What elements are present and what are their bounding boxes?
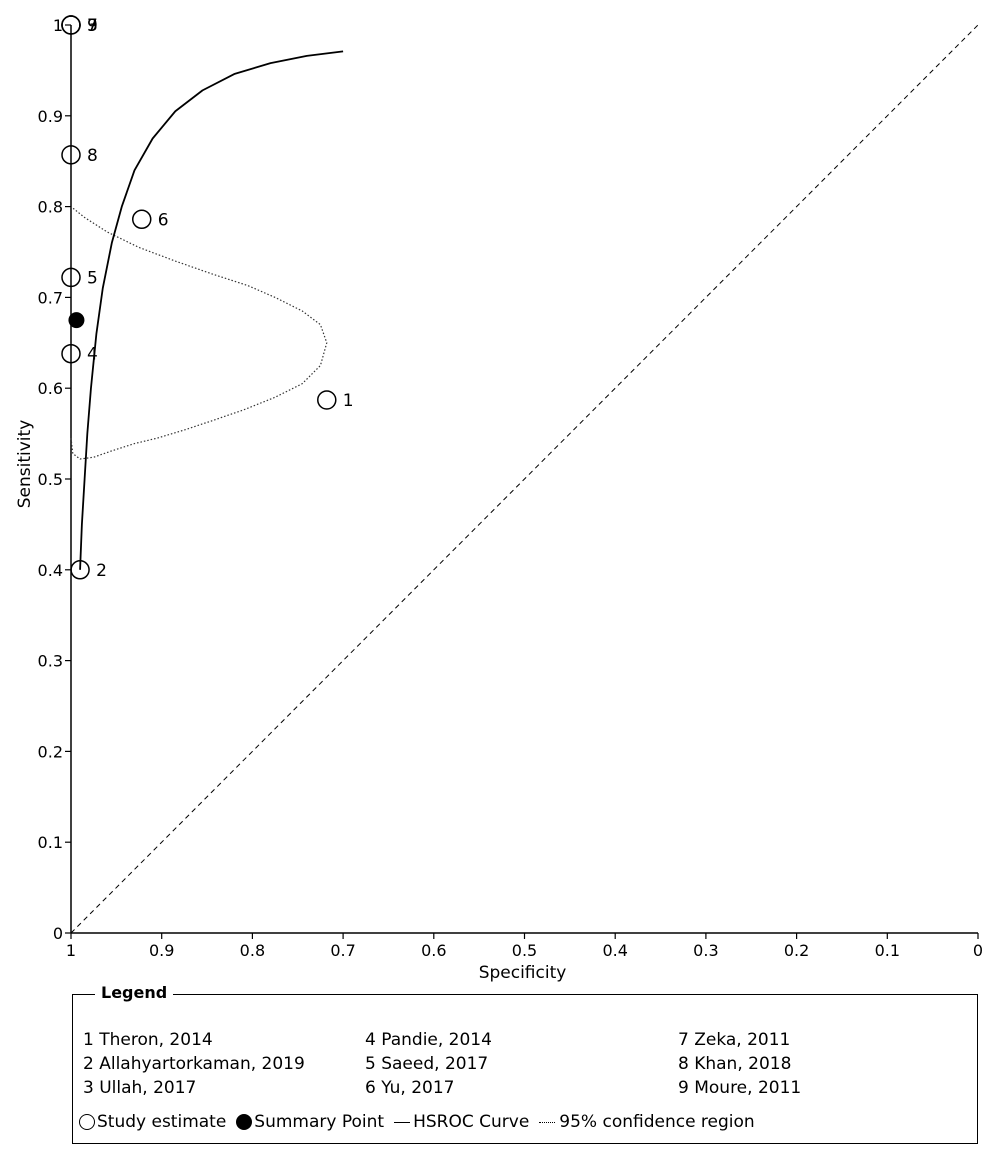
study-point [70, 560, 90, 580]
legend-entry: 7 Zeka, 2011 [678, 1030, 791, 1050]
x-tick-label: 0.3 [693, 941, 718, 960]
key-hsroc-curve: HSROC Curve [384, 1112, 529, 1132]
legend-entry: 3 Ullah, 2017 [83, 1078, 197, 1098]
study-point-label: 6 [158, 210, 169, 230]
legend-entry: 2 Allahyartorkaman, 2019 [83, 1054, 305, 1074]
legend-entry: 8 Khan, 2018 [678, 1054, 792, 1074]
x-axis-label: Specificity [479, 963, 567, 983]
x-tick-label: 0.8 [240, 941, 265, 960]
study-point-label: 3 [87, 16, 98, 36]
x-tick-label: 0.2 [784, 941, 809, 960]
x-tick-label: 0.7 [330, 941, 355, 960]
x-tick-label: 0.6 [421, 941, 446, 960]
y-tick-label: 0.1 [38, 833, 63, 852]
legend-entry: 9 Moure, 2011 [678, 1078, 802, 1098]
study-point-label: 1 [343, 391, 354, 411]
key-summary-point: Summary Point [226, 1112, 384, 1132]
x-tick-label: 0 [973, 941, 983, 960]
x-tick-label: 0.4 [602, 941, 627, 960]
legend-box: Legend 1 Theron, 2014 2 Allahyartorkaman… [72, 983, 978, 1144]
study-point-label: 8 [87, 146, 98, 166]
study-point [131, 209, 152, 230]
x-tick-label: 0.5 [512, 941, 537, 960]
x-tick-label: 0.1 [875, 941, 900, 960]
study-point-label: 7 [87, 16, 98, 36]
solid-line-icon [394, 1121, 411, 1123]
study-point-label: 2 [96, 561, 107, 581]
y-tick-label: 0 [53, 924, 63, 943]
summary-point [68, 312, 85, 329]
study-point [61, 343, 81, 364]
study-point [317, 390, 337, 410]
study-point [61, 15, 81, 35]
reference-diagonal-line [70, 24, 979, 934]
y-tick-label: 0.4 [38, 561, 63, 580]
study-point-label: 5 [87, 268, 98, 288]
legend-key-row: Study estimate Summary Point HSROC Curve… [79, 1112, 755, 1132]
study-point [61, 267, 81, 288]
study-point [61, 145, 81, 165]
y-tick-label: 1 [53, 16, 63, 35]
x-tick-label: 1 [66, 941, 76, 960]
y-tick-label: 0.3 [38, 652, 63, 671]
filled-circle-icon [236, 1114, 253, 1130]
hsroc-plot: 0 0.1 0.2 0.3 0.4 0.5 0.6 0.7 0.8 0.9 1 1 0.9 0.8 0.7 0… [15, 15, 983, 983]
y-tick-label: 0.6 [38, 379, 63, 398]
dotted-line-icon [539, 1121, 556, 1123]
legend-entry: 4 Pandie, 2014 [365, 1030, 492, 1050]
legend-entry: 1 Theron, 2014 [83, 1030, 213, 1050]
confidence-region-curve [70, 206, 328, 460]
legend-title: Legend [95, 983, 174, 1002]
y-tick-label: 0.8 [38, 198, 63, 217]
open-circle-icon [79, 1114, 95, 1130]
key-confidence-region: 95% confidence region [529, 1112, 755, 1132]
y-tick-label: 0.2 [38, 742, 63, 761]
legend-entry: 5 Saeed, 2017 [365, 1054, 489, 1074]
study-point-label: 9 [87, 16, 98, 36]
key-study-estimate: Study estimate [79, 1112, 226, 1132]
y-axis-label: Sensitivity [15, 420, 35, 509]
y-tick-label: 0.9 [38, 107, 63, 126]
x-tick-label: 0.9 [149, 941, 174, 960]
hsroc-curve [79, 50, 344, 570]
y-tick-label: 0.5 [38, 470, 63, 489]
study-point-label: 4 [87, 345, 98, 365]
legend-entry: 6 Yu, 2017 [365, 1078, 455, 1098]
y-tick-label: 0.7 [38, 288, 63, 307]
